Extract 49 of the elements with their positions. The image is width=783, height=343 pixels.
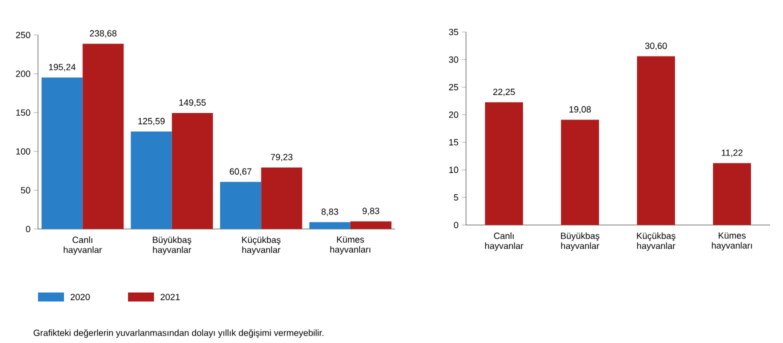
x-tick-label: Büyükbaş hayvanlar xyxy=(561,232,600,251)
legend-label: 2020 xyxy=(70,294,90,300)
y-tick-label: 10 xyxy=(449,166,458,174)
data-label: 149,55 xyxy=(179,99,206,107)
x-tick-label: Küçükbaş hayvanlar xyxy=(242,236,280,255)
data-label: 238,68 xyxy=(90,30,116,38)
legend-label: 2021 xyxy=(160,294,180,300)
y-tick-label: 100 xyxy=(16,148,30,155)
x-tick-label: Canlı hayvanlar xyxy=(485,232,524,251)
y-tick-label: 15 xyxy=(449,139,458,146)
y-tick-label: 200 xyxy=(16,70,30,77)
text: Grafikteki değerlerin yuvarlanmasından dolayı yıllık değişimi vermeyebilir. xyxy=(34,329,324,338)
x-tick-label: Canlı hayvanlar xyxy=(64,236,102,255)
data-label: 22,25 xyxy=(493,88,515,96)
y-tick-label: 35 xyxy=(448,28,458,36)
y-tick-label: 20 xyxy=(449,112,458,118)
x-tick-label: Küçükbaş hayvanlar xyxy=(637,232,676,251)
y-tick-label: 0 xyxy=(454,222,458,228)
data-label: 30,60 xyxy=(645,42,667,50)
bar xyxy=(220,182,262,229)
y-tick-label: 5 xyxy=(454,194,458,201)
bar xyxy=(485,102,524,225)
data-label: 9,83 xyxy=(362,208,380,216)
y-tick-label: 25 xyxy=(449,84,458,90)
data-label: 195,24 xyxy=(49,64,76,72)
bar xyxy=(561,120,600,225)
x-tick-label: Kümes hayvanları xyxy=(330,236,370,254)
data-label: 19,08 xyxy=(569,106,591,114)
bar xyxy=(82,44,124,229)
bar xyxy=(172,112,213,229)
x-tick-label: Büyükbaş hayvanlar xyxy=(152,236,192,255)
bar xyxy=(637,56,676,225)
y-tick-label: 0 xyxy=(26,226,30,232)
bar xyxy=(42,77,83,229)
data-label: 79,23 xyxy=(270,154,292,162)
y-tick-label: 30 xyxy=(448,56,458,63)
y-tick-label: 50 xyxy=(20,187,30,194)
data-label: 11,22 xyxy=(722,150,742,157)
data-label: 125,59 xyxy=(138,118,165,126)
bar xyxy=(130,132,172,229)
data-label: 60,67 xyxy=(230,168,252,176)
y-tick-label: 150 xyxy=(16,109,30,116)
bar xyxy=(713,163,752,225)
y-tick-label: 250 xyxy=(16,32,30,38)
x-tick-label: Kümes hayvanları xyxy=(712,232,752,250)
bar xyxy=(309,222,350,229)
data-label: 8,83 xyxy=(322,208,338,216)
bar xyxy=(261,168,302,229)
bar xyxy=(350,221,392,229)
